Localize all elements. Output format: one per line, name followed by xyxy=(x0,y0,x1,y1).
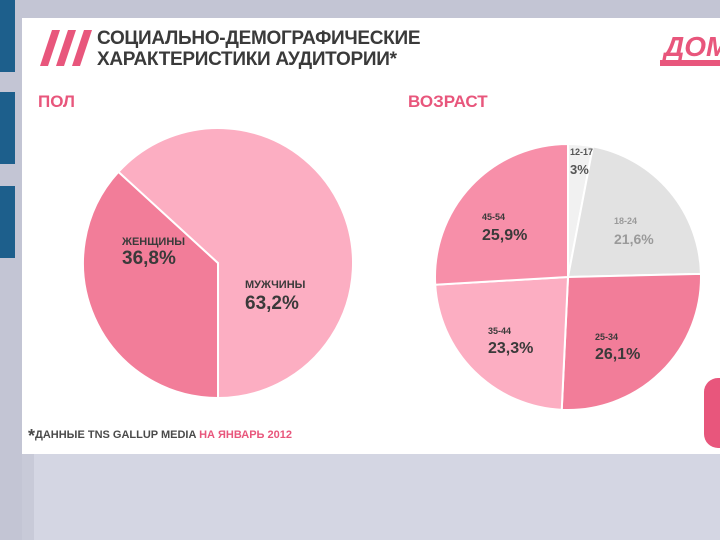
label-men-value: 63,2% xyxy=(245,293,299,314)
label-women-name: ЖЕНЩИНЫ xyxy=(121,236,185,248)
label-age-12-17-value: 3% xyxy=(570,162,589,177)
label-age-45-54-value: 25,9% xyxy=(482,227,527,244)
gender-slice-МУЖЧИНЫ xyxy=(117,127,354,400)
age-slice-35-44 xyxy=(434,275,570,411)
label-age-12-17-name: 12-17 xyxy=(570,147,593,157)
label-age-18-24-value: 21,6% xyxy=(614,231,654,247)
age-slice-25-34 xyxy=(560,272,702,411)
logo-bar xyxy=(660,60,720,66)
title-line-2: ХАРАКТЕРИСТИКИ АУДИТОРИИ* xyxy=(97,49,397,70)
footnote-text: ДАННЫЕ TNS GALLUP MEDIA xyxy=(35,429,200,441)
lower-panel-inner xyxy=(34,454,720,540)
slash-stripes-icon xyxy=(40,30,92,66)
label-age-35-44-name: 35-44 xyxy=(488,326,511,336)
label-women-value: 36,8% xyxy=(122,248,176,269)
label-age-25-34-name: 25-34 xyxy=(595,332,618,342)
decor-tab xyxy=(704,378,720,448)
slide: СОЦИАЛЬНО-ДЕМОГРАФИЧЕСКИЕ ХАРАКТЕРИСТИКИ… xyxy=(22,18,720,454)
sidebar-tab-1[interactable] xyxy=(0,0,15,72)
label-age-45-54-name: 45-54 xyxy=(482,212,505,222)
logo-text: ДОМ xyxy=(662,31,720,62)
label-age-25-34-value: 26,1% xyxy=(595,346,640,363)
section-title-gender: ПОЛ xyxy=(38,92,75,111)
label-age-18-24-name: 18-24 xyxy=(614,216,637,226)
footnote-star: * xyxy=(28,426,36,446)
label-age-35-44-value: 23,3% xyxy=(488,340,533,357)
age-pie xyxy=(434,142,702,411)
footnote-accent: НА ЯНВАРЬ 2012 xyxy=(199,429,292,441)
lower-panel xyxy=(22,454,720,540)
sidebar-tab-3[interactable] xyxy=(0,186,15,258)
page-title: СОЦИАЛЬНО-ДЕМОГРАФИЧЕСКИЕ ХАРАКТЕРИСТИКИ… xyxy=(97,28,421,70)
sidebar-tab-2[interactable] xyxy=(0,92,15,164)
title-line-1: СОЦИАЛЬНО-ДЕМОГРАФИЧЕСКИЕ xyxy=(97,28,421,49)
brand-logo: ДОМ xyxy=(660,31,720,66)
pie-charts-svg: ЖЕНЩИНЫ 36,8% МУЖЧИНЫ 63,2% 12-17 3% 18-… xyxy=(82,127,702,411)
age-slice-18-24 xyxy=(566,145,702,279)
gender-pie xyxy=(82,127,354,400)
gender-slice-ЖЕНЩИНЫ xyxy=(82,170,219,400)
section-title-age: ВОЗРАСТ xyxy=(408,92,488,111)
label-men-name: МУЖЧИНЫ xyxy=(245,279,306,291)
age-slice-45-54 xyxy=(434,142,569,286)
footnote: *ДАННЫЕ TNS GALLUP MEDIA НА ЯНВАРЬ 2012 xyxy=(28,426,292,447)
